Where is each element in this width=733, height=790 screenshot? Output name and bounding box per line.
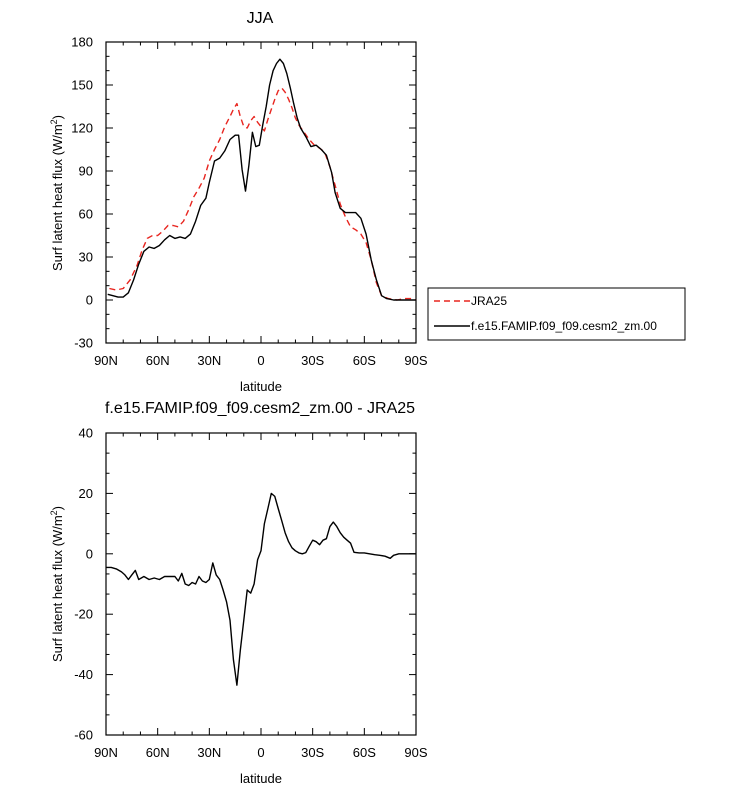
y-tick-label: 150 [71,78,93,93]
x-tick-label: 30S [301,745,324,760]
legend-label-jra25: JRA25 [471,294,507,308]
series-line-cesm2 [107,58,416,301]
x-tick-label: 0 [257,745,264,760]
y-tick-label: 40 [79,426,93,441]
y-tick-label: 90 [79,164,93,179]
y-tick-label: -60 [74,728,93,743]
panel-bottom: f.e15.FAMIP.f09_f09.cesm2_zm.00 - JRA25 … [49,400,428,786]
y-tick-label: 0 [86,293,93,308]
y-tick-label: -40 [74,667,93,682]
x-tick-label: 60N [146,745,170,760]
y-tick-label: 0 [86,546,93,561]
x-tick-label: 0 [257,353,264,368]
series-top [107,58,417,301]
legend-label-cesm2: f.e15.FAMIP.f09_f09.cesm2_zm.00 [471,319,657,333]
plot-frame-bottom [105,432,417,736]
x-axis-label-bottom: latitude [240,771,282,786]
x-tick-label: 60N [146,353,170,368]
series-line-difference [106,492,416,686]
y-axis-label-top: Surf latent heat flux (W/m2) [49,115,65,271]
plot-frame-top [105,41,417,344]
y-axis-label-bottom: Surf latent heat flux (W/m2) [49,506,65,662]
chart-title-bottom: f.e15.FAMIP.f09_f09.cesm2_zm.00 - JRA25 [105,400,415,417]
series-line-jra25 [109,87,417,301]
y-tick-label: 60 [79,207,93,222]
x-tick-label: 30N [197,353,221,368]
x-tick-label: 60S [353,745,376,760]
y-tick-label: -20 [74,607,93,622]
x-tick-label: 30S [301,353,324,368]
x-tick-label: 90S [404,353,427,368]
y-tick-label: 30 [79,250,93,265]
x-tick-label: 60S [353,353,376,368]
ticks-top: 90N 60N 30N 0 30S 60S 90S -30 0 30 60 90 120 150 180 [71,35,428,369]
y-tick-label: 20 [79,486,93,501]
series-bottom [106,492,416,686]
panel-top: JJA 90N 60N 30N 0 30S 60S 90S -30 0 30 60 90 120 150 1… [49,10,428,394]
legend: JRA25 f.e15.FAMIP.f09_f09.cesm2_zm.00 [427,287,686,341]
x-tick-label: 30N [197,745,221,760]
x-tick-label: 90S [404,745,427,760]
y-tick-label: 180 [71,35,93,50]
x-tick-label: 90N [94,353,118,368]
x-tick-label: 90N [94,745,118,760]
x-axis-label-top: latitude [240,379,282,394]
legend-box [427,287,686,341]
y-tick-label: 120 [71,121,93,136]
y-tick-label: -30 [74,336,93,351]
chart-title-top: JJA [247,10,274,27]
